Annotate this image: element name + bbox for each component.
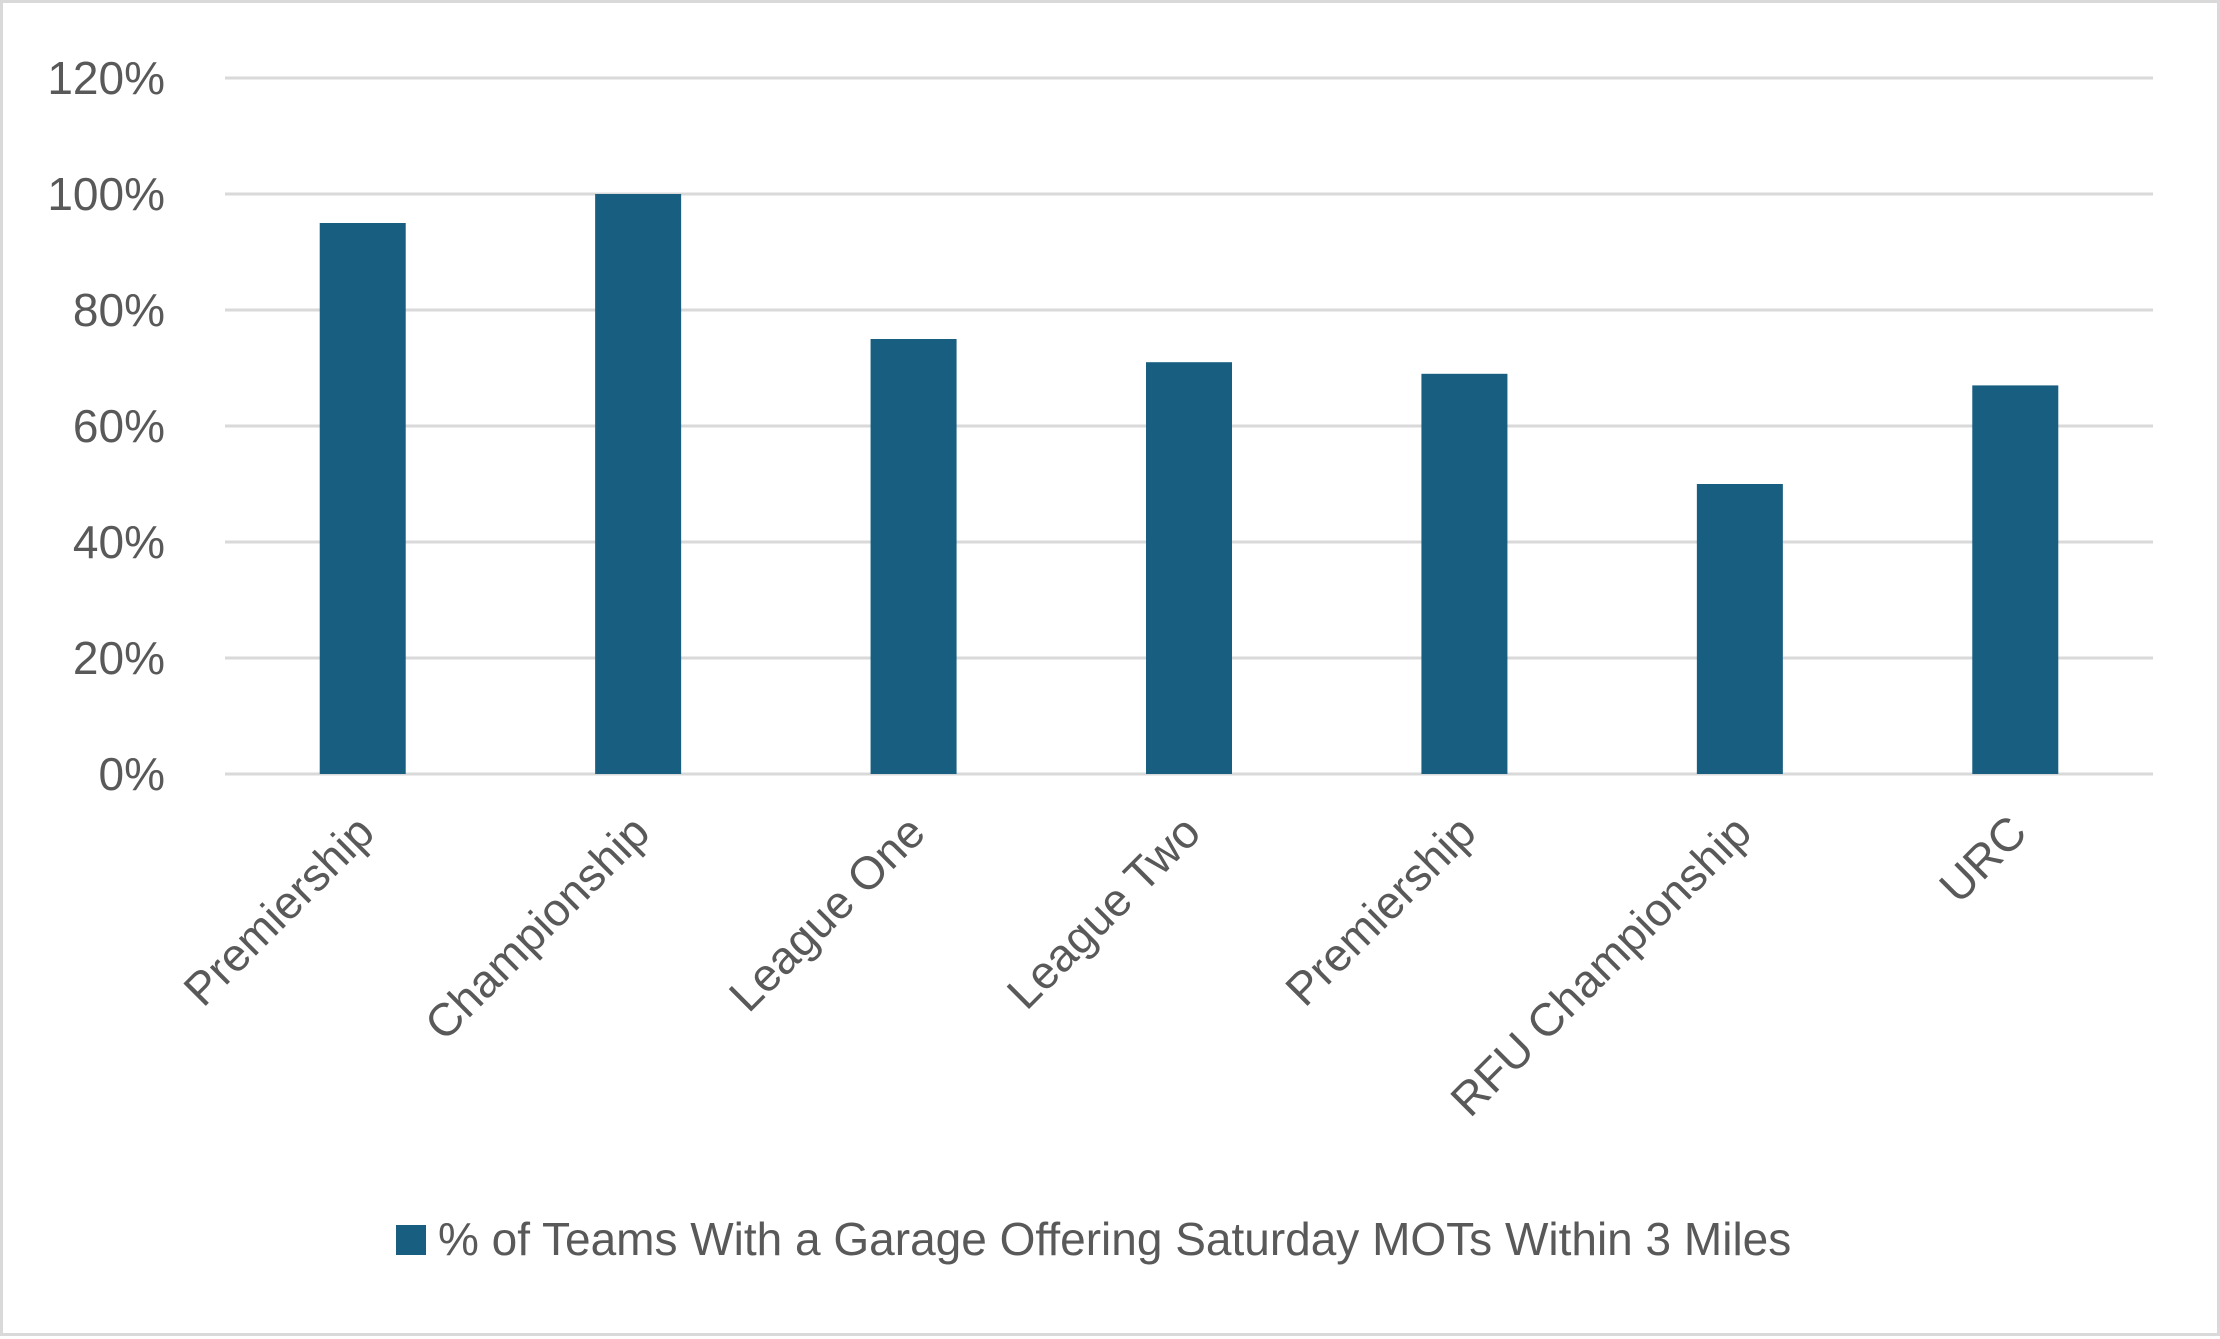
bars (319, 194, 2059, 774)
bar (319, 223, 406, 774)
legend-label: % of Teams With a Garage Offering Saturd… (438, 1213, 1791, 1265)
y-axis-ticks: 0% 20% 40% 60% 80% 100% 120% (47, 52, 165, 800)
x-tick-label: URC (1929, 805, 2036, 912)
y-tick-label: 20% (73, 632, 165, 684)
x-tick-label: Premiership (1275, 805, 1485, 1015)
x-tick-label: League Two (997, 805, 1210, 1018)
y-tick-label: 80% (73, 284, 165, 336)
x-tick-label: Premiership (173, 805, 383, 1015)
bar (1421, 373, 1508, 774)
y-tick-label: 60% (73, 400, 165, 452)
bar (1146, 362, 1232, 774)
y-tick-label: 120% (47, 52, 165, 104)
y-tick-label: 100% (47, 168, 165, 220)
x-tick-label: League One (719, 805, 935, 1021)
bar (595, 194, 682, 774)
x-axis-labels: Premiership Championship League One League … (173, 805, 2036, 1126)
bar (1972, 385, 2059, 774)
x-tick-label: RFU Championship (1440, 805, 1761, 1126)
x-tick-label: Championship (415, 805, 660, 1050)
bar (870, 339, 957, 774)
legend: % of Teams With a Garage Offering Saturd… (396, 1213, 1791, 1265)
y-tick-label: 40% (73, 516, 165, 568)
legend-swatch (396, 1225, 426, 1255)
y-tick-label: 0% (99, 748, 165, 800)
bar-chart: 0%20%40%60%80%100%120% Premiership Champi… (47, 52, 2153, 1265)
bar (1696, 484, 1783, 774)
